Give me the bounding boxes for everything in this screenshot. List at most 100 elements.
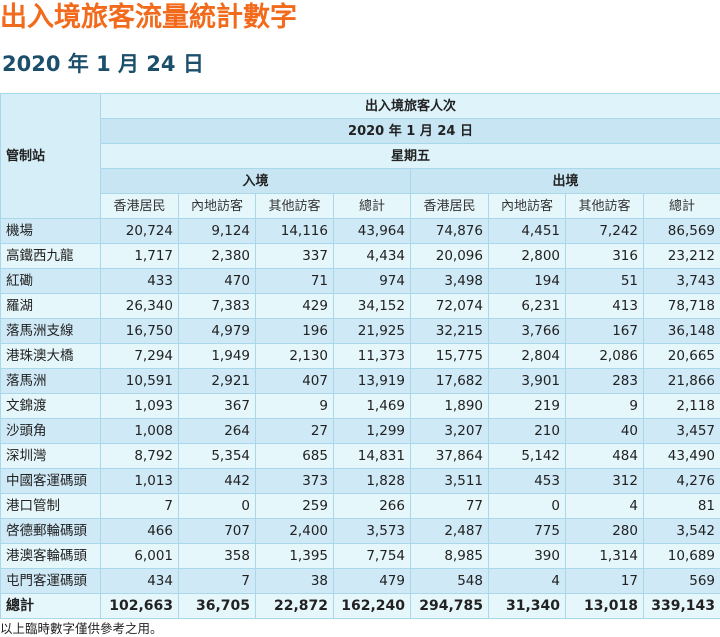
cell-value: 3,498: [410, 268, 489, 294]
table-row: 港澳客輪碼頭 6,001 358 1,395 7,754 8,985 390 1,314 10,…: [0, 543, 720, 569]
cell-value: 7,242: [565, 218, 644, 244]
cell-value: 2,921: [178, 368, 256, 394]
table-row: 屯門客運碼頭 434 7 38 479 548 4 17 569: [0, 568, 720, 594]
cell-value: 15,775: [410, 343, 489, 369]
cell-value: 1,949: [178, 343, 256, 369]
station-name: 機場: [0, 218, 101, 244]
cell-value: 3,901: [488, 368, 566, 394]
station-name: 落馬洲: [0, 368, 101, 394]
cell-value: 7: [178, 568, 256, 594]
cell-value: 43,490: [642, 443, 720, 469]
cell-value: 2,487: [410, 518, 489, 544]
cell-value: 21,925: [333, 318, 411, 344]
cell-value: 3,457: [642, 418, 720, 444]
cell-value: 2,400: [255, 518, 334, 544]
table-row: 啓德郵輪碼頭 466 707 2,400 3,573 2,487 775 280 3,542: [0, 518, 720, 544]
cell-value: 548: [410, 568, 489, 594]
cell-value: 37,864: [410, 443, 489, 469]
station-name: 總計: [0, 593, 101, 619]
table-row: 落馬洲 10,591 2,921 407 13,919 17,682 3,901 283 21,…: [0, 368, 720, 394]
cell-value: 974: [333, 268, 411, 294]
cell-value: 23,212: [642, 243, 720, 269]
cell-value: 7,754: [333, 543, 411, 569]
cell-value: 26,340: [100, 293, 179, 319]
column-header: 內地訪客: [178, 193, 256, 219]
station-name: 港口管制: [0, 493, 101, 519]
cell-value: 17: [565, 568, 644, 594]
station-name: 中國客運碼頭: [0, 468, 101, 494]
cell-value: 4,979: [178, 318, 256, 344]
cell-value: 0: [178, 493, 256, 519]
cell-value: 775: [488, 518, 566, 544]
cell-value: 2,118: [642, 393, 720, 419]
cell-value: 429: [255, 293, 334, 319]
cell-value: 1,008: [100, 418, 179, 444]
arrival-header: 入境: [100, 168, 411, 194]
station-name: 高鐵西九龍: [0, 243, 101, 269]
cell-value: 5,142: [488, 443, 566, 469]
station-name: 屯門客運碼頭: [0, 568, 101, 594]
cell-value: 367: [178, 393, 256, 419]
cell-value: 10,591: [100, 368, 179, 394]
cell-value: 259: [255, 493, 334, 519]
cell-value: 3,207: [410, 418, 489, 444]
cell-value: 1,890: [410, 393, 489, 419]
departure-header: 出境: [409, 168, 720, 194]
table-row: 中國客運碼頭 1,013 442 373 1,828 3,511 453 312 4,276: [0, 468, 720, 494]
cell-value: 3,542: [642, 518, 720, 544]
cell-value: 280: [565, 518, 644, 544]
cell-value: 3,573: [333, 518, 411, 544]
station-name: 港珠澳大橋: [0, 343, 101, 369]
cell-value: 77: [410, 493, 489, 519]
cell-value: 1,013: [100, 468, 179, 494]
station-name: 啓德郵輪碼頭: [0, 518, 101, 544]
cell-value: 339,143: [642, 593, 720, 619]
cell-value: 78,718: [642, 293, 720, 319]
cell-value: 707: [178, 518, 256, 544]
cell-value: 434: [100, 568, 179, 594]
weekday-header: 星期五: [99, 143, 720, 169]
cell-value: 413: [565, 293, 644, 319]
cell-value: 8,792: [100, 443, 179, 469]
cell-value: 38: [255, 568, 334, 594]
cell-value: 466: [100, 518, 179, 544]
cell-value: 358: [178, 543, 256, 569]
cell-value: 16,750: [100, 318, 179, 344]
cell-value: 34,152: [333, 293, 411, 319]
cell-value: 20,096: [410, 243, 489, 269]
column-header: 內地訪客: [488, 193, 566, 219]
cell-value: 10,689: [642, 543, 720, 569]
station-name: 沙頭角: [0, 418, 101, 444]
footer-note: 以上臨時數字僅供參考之用。: [0, 621, 163, 636]
cell-value: 194: [488, 268, 566, 294]
cell-value: 407: [255, 368, 334, 394]
cell-value: 9,124: [178, 218, 256, 244]
column-header: 總計: [333, 193, 411, 219]
cell-value: 1,469: [333, 393, 411, 419]
cell-value: 479: [333, 568, 411, 594]
table-row: 深圳灣 8,792 5,354 685 14,831 37,864 5,142 484 43,4…: [0, 443, 720, 469]
cell-value: 196: [255, 318, 334, 344]
cell-value: 31,340: [488, 593, 566, 619]
cell-value: 312: [565, 468, 644, 494]
cell-value: 470: [178, 268, 256, 294]
cell-value: 51: [565, 268, 644, 294]
cell-value: 71: [255, 268, 334, 294]
cell-value: 9: [565, 393, 644, 419]
cell-value: 14,116: [255, 218, 334, 244]
table-row: 港珠澳大橋 7,294 1,949 2,130 11,373 15,775 2,804 2,0…: [0, 343, 720, 369]
station-name: 落馬洲支線: [0, 318, 101, 344]
cell-value: 4,451: [488, 218, 566, 244]
column-header: 總計: [642, 193, 720, 219]
cell-value: 3,743: [642, 268, 720, 294]
cell-value: 1,828: [333, 468, 411, 494]
cell-value: 4: [488, 568, 566, 594]
cell-value: 74,876: [410, 218, 489, 244]
cell-value: 210: [488, 418, 566, 444]
cell-value: 17,682: [410, 368, 489, 394]
cell-value: 27: [255, 418, 334, 444]
station-header: 管制站: [0, 93, 101, 219]
cell-value: 7,383: [178, 293, 256, 319]
table-row: 落馬洲支線 16,750 4,979 196 21,925 32,215 3,766 167 3…: [0, 318, 720, 344]
cell-value: 2,086: [565, 343, 644, 369]
